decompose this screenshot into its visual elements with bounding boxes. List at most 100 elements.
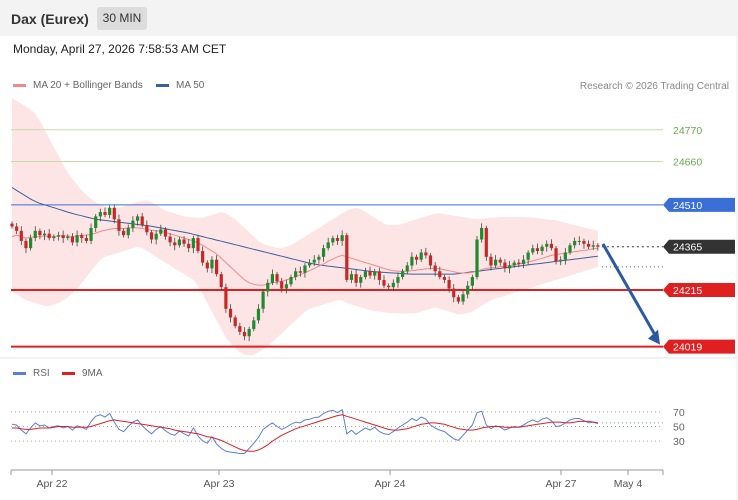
candle-body [10, 223, 14, 227]
rsi-level-label-70: 70 [673, 407, 685, 419]
candle-body [168, 236, 172, 243]
legend-ma50-label: MA 50 [176, 80, 205, 91]
interval-badge[interactable]: 30 MIN [97, 7, 147, 30]
legend-ma50: MA 50 [156, 80, 204, 91]
candle-body [80, 235, 84, 239]
instrument-title: Dax (Eurex) [11, 11, 89, 27]
candle-body [466, 285, 470, 295]
candle-body [191, 238, 195, 249]
candle-body [419, 252, 423, 260]
level-label-24510: 24510 [673, 200, 702, 212]
candle-body [368, 271, 372, 276]
candle-body [349, 274, 354, 280]
candle-body [410, 256, 414, 266]
level-tag-24019 [663, 339, 735, 354]
candle-body [489, 256, 493, 266]
candle-body [131, 220, 135, 228]
candle-body [159, 229, 163, 234]
candle-body [52, 236, 56, 239]
candle-body [363, 271, 367, 278]
copyright: Research © 2026 Trading Central [579, 81, 729, 92]
candle-body [498, 259, 502, 263]
candle-body [29, 238, 33, 249]
level-label-24770: 24770 [673, 125, 702, 137]
candle-body [540, 246, 544, 252]
candle-body [308, 262, 312, 266]
candle-body [563, 252, 567, 260]
ma50-swatch [156, 84, 169, 87]
candle-body [196, 238, 200, 252]
candle-body [140, 216, 144, 226]
candle-body [219, 274, 223, 288]
candle-body [126, 227, 130, 236]
candle-body [559, 259, 563, 262]
candle-body [521, 259, 526, 265]
candle-body [228, 308, 233, 318]
candle-body [494, 259, 498, 266]
candle-body [345, 235, 349, 280]
candle-body [242, 331, 247, 337]
ma50-line [11, 187, 598, 275]
candle-body [354, 274, 358, 283]
candle-body [312, 259, 316, 263]
candle-body [335, 238, 340, 241]
candle-body [84, 238, 88, 241]
candle-body [507, 265, 512, 269]
candle-body [447, 279, 451, 289]
candle-body [526, 252, 530, 260]
candle-body [438, 271, 442, 278]
candle-body [210, 259, 214, 269]
candle-body [38, 230, 42, 236]
candle-body [596, 245, 600, 247]
candle-body [163, 229, 168, 237]
legend-9ma-label: 9MA [82, 368, 103, 379]
candle-body [61, 235, 65, 239]
rsi-level-label-50: 50 [673, 422, 685, 434]
candle-body [484, 227, 488, 257]
candle-body [182, 239, 186, 244]
candle-body [387, 285, 391, 288]
candle-body [280, 281, 284, 289]
candle-body [340, 235, 344, 241]
candle-body [475, 239, 479, 278]
legend-ma20: MA 20 + Bollinger Bands [13, 80, 143, 91]
candle-body [433, 265, 437, 272]
candle-body [149, 232, 154, 240]
candle-body [531, 248, 535, 253]
forecast-arrow-line [601, 243, 658, 338]
candle-body [391, 282, 395, 288]
level-tag-24365 [663, 239, 735, 254]
candle-body [289, 277, 293, 285]
candle-body [112, 207, 116, 220]
rsi-level-label-30: 30 [673, 436, 685, 448]
candle-body [205, 262, 209, 269]
candle-body [284, 284, 288, 289]
candle-body [294, 271, 298, 278]
candle-body [382, 279, 386, 286]
candle-body [238, 326, 242, 332]
candle-body [98, 212, 102, 217]
ma9-swatch [62, 372, 75, 375]
candle-body [573, 240, 577, 246]
candle-body [321, 248, 326, 257]
candle-body [456, 297, 460, 302]
candle-body [247, 329, 251, 337]
candle-body [377, 271, 381, 280]
level-label-24365: 24365 [673, 242, 702, 254]
candle-body [19, 230, 23, 241]
candle-body [424, 252, 428, 256]
candle-body [173, 242, 177, 246]
candle-body [252, 320, 256, 330]
candle-body [512, 262, 516, 266]
candle-body [396, 277, 400, 283]
candle-body [122, 230, 126, 236]
candle-body [108, 207, 112, 215]
candle-body [256, 308, 261, 321]
candle-body [117, 219, 121, 231]
candle-body [568, 245, 572, 253]
candle-body [47, 233, 51, 239]
legend-rsi-label: RSI [33, 368, 50, 379]
time-tick-label-0: Apr 22 [37, 478, 68, 490]
candle-body [428, 255, 433, 266]
candle-body [75, 235, 79, 243]
